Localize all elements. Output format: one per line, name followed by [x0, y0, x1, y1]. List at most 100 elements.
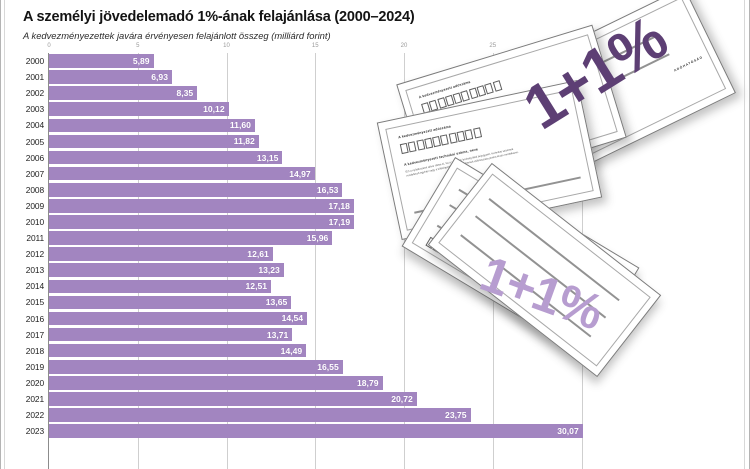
bar[interactable] [49, 279, 272, 294]
bar[interactable] [49, 263, 284, 277]
bar-value-label: 16,55 [317, 361, 339, 372]
bar-row[interactable]: 2019 16,55 [23, 359, 723, 375]
bar-row[interactable]: 2010 17,19 [23, 214, 723, 230]
bar[interactable] [49, 327, 293, 342]
bar-track: 11,60 [49, 118, 723, 133]
chart-subtitle: A kedvezményezettek javára érvényesen fe… [23, 30, 331, 41]
bar-row[interactable]: 2003 10,12 [23, 101, 723, 117]
bar-track: 12,61 [49, 247, 723, 261]
bar[interactable] [49, 311, 308, 326]
x-axis-tick-label: 20 [400, 43, 408, 49]
bar-row[interactable]: 2001 6,93 [23, 69, 723, 85]
y-axis-category-label: 2015 [25, 297, 44, 308]
bar-value-label: 10,12 [203, 104, 225, 115]
bar-track: 17,18 [49, 199, 723, 213]
bar-row[interactable]: 2007 14,97 [23, 166, 723, 182]
y-axis-category-label: 2008 [25, 184, 44, 195]
x-axis-tick-label: 0 [47, 43, 51, 49]
bar[interactable] [49, 359, 343, 374]
bar-row[interactable]: 2008 16,53 [23, 182, 723, 198]
bar-track: 8,35 [49, 86, 723, 100]
bar-track: 18,79 [49, 376, 723, 390]
bar-row[interactable]: 2014 12,51 [23, 278, 723, 294]
bar-value-label: 8,35 [176, 88, 194, 99]
bar[interactable] [49, 408, 471, 422]
bar[interactable] [49, 199, 354, 213]
bar-row[interactable]: 2020 18,79 [23, 375, 723, 391]
bar-row[interactable]: 2018 14,49 [23, 343, 723, 359]
bar-value-label: 6,93 [151, 72, 168, 83]
bar[interactable] [49, 86, 198, 100]
bar-track: 5,89 [49, 54, 723, 68]
x-axis-tick-label: 15 [311, 43, 319, 49]
bar-track: 12,51 [49, 279, 723, 294]
y-axis-category-label: 2000 [25, 56, 44, 67]
y-axis-category-label: 2010 [25, 216, 44, 227]
bar[interactable] [49, 150, 283, 165]
bar[interactable] [49, 215, 355, 229]
y-axis-category-label: 2021 [25, 394, 44, 405]
bar[interactable] [49, 134, 259, 149]
bar[interactable] [49, 182, 343, 197]
bar-chart: 0 5 10 15 20 25 30 2000 5,89 2001 6,93 2002 8,35 200… [23, 43, 723, 469]
bar[interactable] [49, 231, 333, 245]
y-axis-category-label: 2019 [25, 361, 44, 372]
bar-value-label: 14,97 [289, 168, 311, 179]
bar[interactable] [49, 166, 315, 181]
bar-row[interactable]: 2022 23,75 [23, 407, 723, 423]
bar-row[interactable]: 2006 13,15 [23, 150, 723, 166]
bar-track: 6,93 [49, 70, 723, 84]
y-axis-category-label: 2011 [26, 233, 44, 244]
bar-row[interactable]: 2015 13,65 [23, 294, 723, 310]
bar-row[interactable]: 2016 14,54 [23, 311, 723, 327]
bar[interactable] [49, 343, 307, 358]
bar-value-label: 5,89 [132, 55, 150, 66]
y-axis-category-label: 2002 [25, 88, 44, 99]
bar-row[interactable]: 2005 11,82 [23, 133, 723, 149]
bar-row[interactable]: 2013 13,23 [23, 262, 723, 278]
bar-row[interactable]: 2023 30,07 [23, 423, 723, 439]
bar[interactable] [49, 392, 417, 406]
y-axis-category-label: 2012 [25, 249, 44, 260]
bar-row[interactable]: 2004 11,60 [23, 117, 723, 133]
bar-value-label: 13,15 [256, 152, 279, 163]
bar-value-label: 13,65 [265, 297, 288, 308]
bar-row[interactable]: 2021 20,72 [23, 391, 723, 407]
x-axis-tick-label: 10 [223, 43, 230, 49]
y-axis-category-label: 2018 [25, 345, 44, 356]
y-axis-line [48, 53, 49, 469]
bar-row[interactable]: 2002 8,35 [23, 85, 723, 101]
bar-track: 17,19 [49, 215, 723, 229]
chart-header: A személyi jövedelemadó 1%-ának felajánl… [23, 9, 543, 41]
bar-row[interactable]: 2009 17,18 [23, 198, 723, 214]
bar[interactable] [49, 54, 154, 68]
bar-track: 10,12 [49, 102, 723, 117]
bar[interactable] [49, 102, 229, 117]
bar-row[interactable]: 2017 13,71 [23, 327, 723, 343]
bar-row[interactable]: 2012 12,61 [23, 246, 723, 262]
bar-track: 13,23 [49, 263, 723, 277]
page-title: A személyi jövedelemadó 1%-ának felajánl… [23, 9, 415, 25]
bar[interactable] [49, 424, 583, 438]
bar-track: 16,55 [49, 359, 723, 374]
bar-value-label: 30,07 [557, 426, 579, 437]
bar-track: 16,53 [49, 182, 723, 197]
y-axis-category-label: 2016 [25, 313, 44, 324]
bar-row[interactable]: 2011 15,96 [23, 230, 723, 246]
bar[interactable] [49, 247, 273, 261]
bar-track: 11,82 [49, 134, 723, 149]
bar-row[interactable]: 2000 5,89 [23, 53, 723, 69]
bar-track: 15,96 [49, 231, 723, 245]
bar-value-label: 20,72 [391, 393, 413, 404]
y-axis-category-label: 2023 [25, 426, 44, 437]
y-axis-category-label: 2017 [25, 329, 44, 340]
bar[interactable] [49, 295, 292, 310]
bar[interactable] [49, 118, 255, 133]
bar-track: 14,54 [49, 311, 723, 326]
y-axis-category-label: 2001 [25, 72, 44, 83]
bar-value-label: 14,49 [280, 345, 303, 356]
bar[interactable] [49, 376, 383, 390]
bar[interactable] [49, 70, 172, 84]
bar-track: 13,15 [49, 150, 723, 165]
